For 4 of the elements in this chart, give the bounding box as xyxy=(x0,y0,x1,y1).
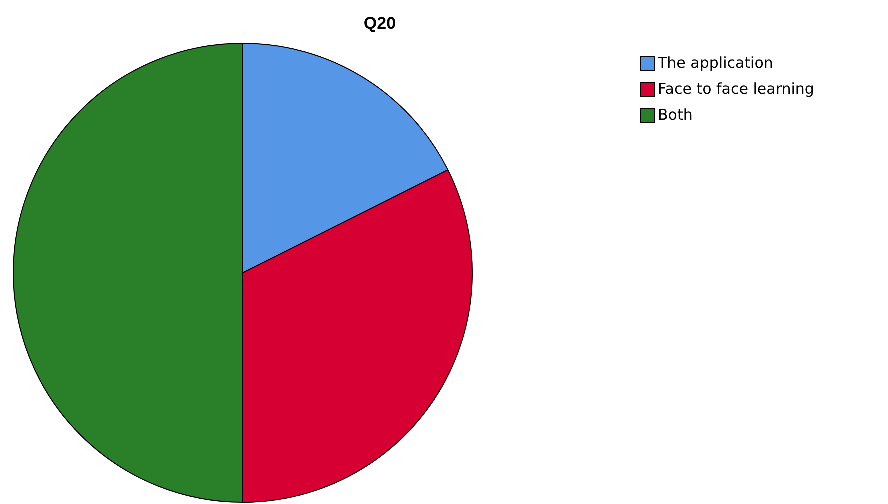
legend-label: Face to face learning xyxy=(658,80,814,98)
legend-label: The application xyxy=(658,54,774,72)
legend-label: Both xyxy=(658,106,693,124)
chart-title: Q20 xyxy=(362,14,398,34)
